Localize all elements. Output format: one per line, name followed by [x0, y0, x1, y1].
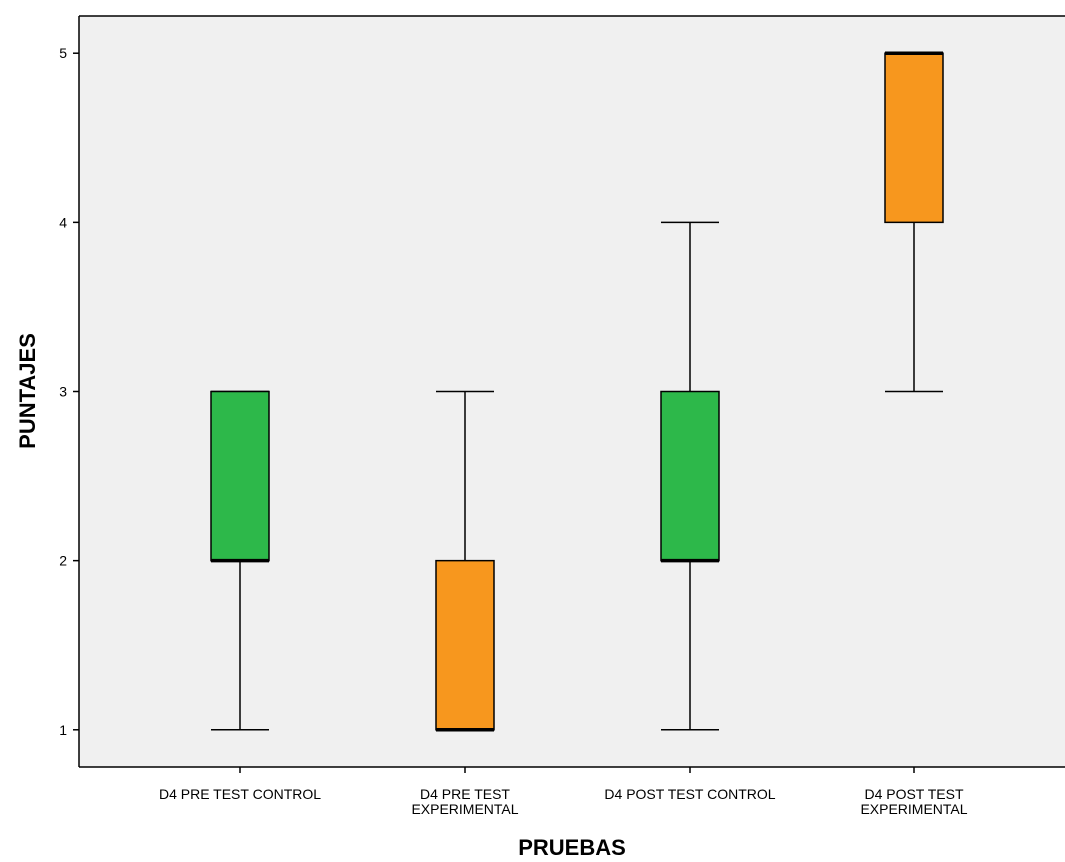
- x-tick-label-4: D4 POST TEST EXPERIMENTAL: [860, 786, 967, 817]
- x-labels: D4 PRE TEST CONTROL D4 PRE TEST EXPERIMENT…: [159, 767, 968, 817]
- box-2: [435, 390, 495, 732]
- y-tick-label-5: 5: [59, 45, 67, 61]
- y-tick-label-3: 3: [59, 384, 67, 400]
- boxes: [210, 51, 944, 732]
- x-tick-label-1: D4 PRE TEST CONTROL: [159, 786, 321, 802]
- box-3: [660, 221, 720, 731]
- box-4: [884, 51, 944, 393]
- x-tick-label-2: D4 PRE TEST EXPERIMENTAL: [411, 786, 518, 817]
- y-tick-label-2: 2: [59, 553, 67, 569]
- x-tick-label-line: D4 PRE TEST CONTROL: [159, 786, 321, 802]
- x-tick-label-line: D4 POST TEST: [864, 786, 964, 802]
- iqr-box: [435, 559, 495, 731]
- x-axis-title: PRUEBAS: [518, 835, 626, 860]
- y-tick-label-4: 4: [59, 214, 67, 230]
- x-tick-label-3: D4 POST TEST CONTROL: [604, 786, 775, 802]
- y-tick-label-1: 1: [59, 722, 67, 738]
- box-1: [210, 390, 270, 731]
- y-ticks: 1 2 3 4 5: [59, 45, 79, 738]
- x-tick-label-line: D4 PRE TEST: [420, 786, 510, 802]
- iqr-box: [210, 390, 270, 562]
- x-tick-label-line: EXPERIMENTAL: [411, 801, 518, 817]
- x-tick-label-line: EXPERIMENTAL: [860, 801, 967, 817]
- y-axis-title: PUNTAJES: [15, 333, 40, 449]
- iqr-box: [660, 390, 720, 562]
- x-tick-label-line: D4 POST TEST CONTROL: [604, 786, 775, 802]
- iqr-box: [884, 52, 944, 224]
